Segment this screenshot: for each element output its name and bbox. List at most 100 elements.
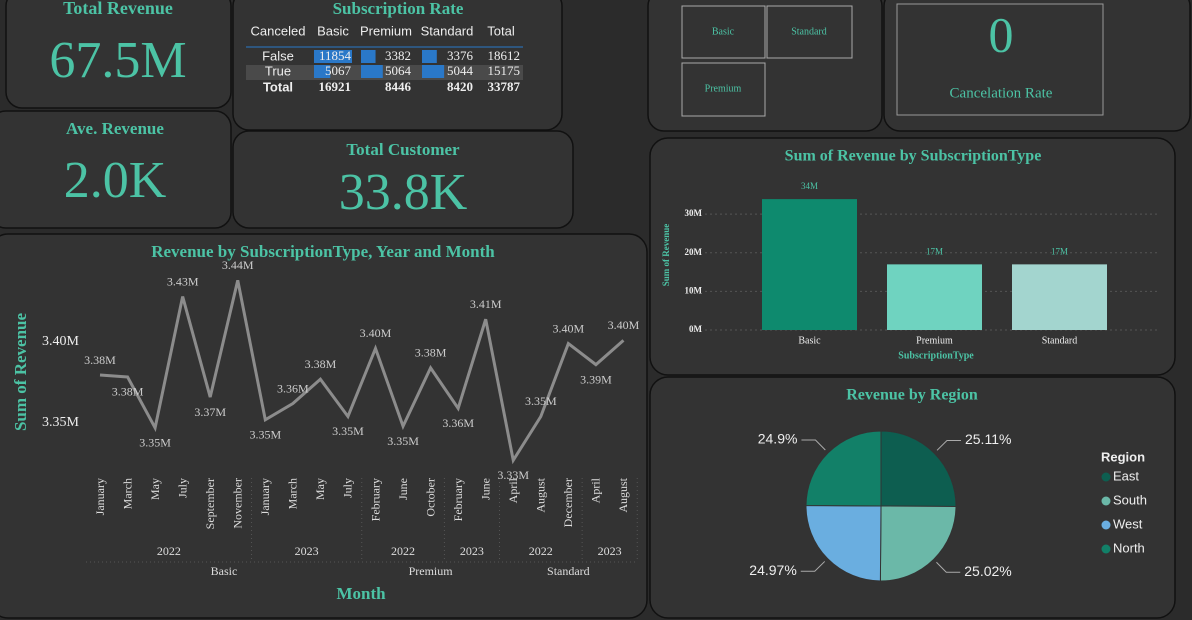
- year-label: 2023: [598, 544, 622, 558]
- legend-label: South: [1113, 492, 1147, 507]
- x-tick-label: November: [231, 478, 245, 529]
- data-label: 3.37M: [194, 405, 226, 419]
- table-title: Subscription Rate: [333, 0, 464, 18]
- x-tick-label: Premium: [916, 335, 953, 346]
- group-label: Premium: [409, 564, 454, 578]
- table-cell: Total: [263, 79, 293, 94]
- leader-line: [800, 561, 826, 572]
- y-tick-label: 10M: [685, 285, 703, 295]
- table-cell: 5064: [385, 63, 412, 78]
- x-tick-label: August: [616, 477, 630, 512]
- table-cell: 33787: [488, 79, 521, 94]
- data-label: 3.33M: [497, 468, 529, 482]
- legend-marker: [1101, 472, 1111, 482]
- x-tick-label: May: [148, 478, 162, 500]
- data-label: 3.36M: [277, 381, 309, 395]
- legend-marker: [1101, 544, 1111, 554]
- data-bar: [314, 50, 352, 63]
- table-cell: 3376: [447, 48, 474, 63]
- data-label: 3.38M: [112, 385, 144, 399]
- slicer-box[interactable]: [681, 62, 766, 117]
- data-label: 3.44M: [222, 258, 254, 272]
- data-label: 25.11%: [965, 431, 1011, 447]
- slicer-item[interactable]: Premium: [705, 83, 742, 94]
- panel: [649, 137, 1176, 376]
- slicer-box[interactable]: [681, 5, 766, 59]
- table-cell: 11854: [319, 48, 352, 63]
- panel: [232, 130, 574, 229]
- legend-label: East: [1113, 468, 1139, 483]
- table-cell: True: [265, 63, 291, 78]
- group-label: Standard: [547, 564, 590, 578]
- table: Canceled Basic Premium Standard Total False 11…: [251, 23, 521, 94]
- panel: [232, 0, 563, 131]
- y-tick-label: 3.40M: [42, 334, 80, 349]
- data-label: 3.41M: [470, 297, 502, 311]
- data-bar: [422, 65, 445, 78]
- column-header: Total: [487, 23, 515, 38]
- table-cell: 5044: [447, 63, 474, 78]
- column-header: Standard: [421, 23, 474, 38]
- data-label: 24.97%: [749, 562, 796, 578]
- card-value: 2.0K: [64, 152, 167, 209]
- data-label: 3.36M: [442, 416, 474, 430]
- year-label: 2022: [391, 544, 415, 558]
- line: [99, 280, 625, 465]
- year-label: 2022: [157, 544, 181, 558]
- x-tick-label: May: [313, 478, 327, 500]
- card-title: Total Revenue: [63, 0, 173, 18]
- y-tick-label: 3.35M: [42, 415, 80, 430]
- year-label: 2022: [529, 544, 553, 558]
- column-header: Basic: [317, 23, 349, 38]
- slicer-item[interactable]: Basic: [712, 26, 735, 37]
- chart-title: Revenue by Region: [846, 387, 978, 404]
- card-title: Ave. Revenue: [66, 119, 164, 138]
- x-tick-label: July: [175, 478, 189, 498]
- x-tick-label: April: [589, 477, 603, 503]
- legend-title: Region: [1101, 449, 1145, 464]
- data-label: 25.02%: [964, 563, 1011, 579]
- slicer-item[interactable]: Standard: [791, 26, 827, 37]
- data-label: 3.40M: [608, 318, 640, 332]
- table-cell: 3382: [385, 48, 411, 63]
- table-cell: 15175: [488, 63, 521, 78]
- bar: [762, 199, 857, 330]
- pie-slice: [879, 505, 957, 582]
- data-bar: [361, 50, 376, 63]
- data-label: 3.35M: [139, 436, 171, 450]
- data-bar: [361, 65, 383, 78]
- x-tick-label: June: [396, 478, 410, 500]
- slicer-box[interactable]: [766, 5, 853, 59]
- group-label: Basic: [211, 564, 238, 578]
- panel: [0, 233, 648, 619]
- chart-title: Revenue by SubscriptionType, Year and Mo…: [151, 242, 495, 261]
- data-bar: [422, 50, 437, 63]
- x-tick-label: February: [451, 478, 465, 521]
- data-label: 3.39M: [580, 372, 612, 386]
- data-label: 17M: [1051, 246, 1068, 256]
- x-axis-label: Month: [336, 584, 386, 603]
- x-tick-label: August: [534, 477, 548, 512]
- data-label: 3.35M: [525, 394, 557, 408]
- card-value: 0: [989, 6, 1014, 62]
- x-tick-label: January: [258, 478, 272, 515]
- y-axis-label: Sum of Revenue: [661, 224, 671, 287]
- chart-title: Sum of Revenue by SubscriptionType: [785, 148, 1042, 165]
- card-title: Total Customer: [346, 140, 460, 159]
- year-label: 2023: [295, 544, 319, 558]
- legend-marker: [1101, 496, 1111, 506]
- card-frame: [896, 3, 1104, 116]
- table-cell: 5067: [325, 63, 352, 78]
- data-label: 34M: [801, 181, 818, 191]
- data-label: 3.40M: [553, 321, 585, 335]
- leader-line: [936, 439, 961, 451]
- x-axis-label: SubscriptionType: [898, 350, 974, 361]
- x-tick-label: Basic: [798, 335, 821, 346]
- bar: [887, 264, 982, 330]
- card-title: Cancelation Rate: [950, 85, 1053, 101]
- x-tick-label: Standard: [1042, 335, 1078, 346]
- x-tick-label: February: [368, 478, 382, 521]
- x-tick-label: March: [120, 478, 134, 509]
- leader-line: [936, 561, 961, 573]
